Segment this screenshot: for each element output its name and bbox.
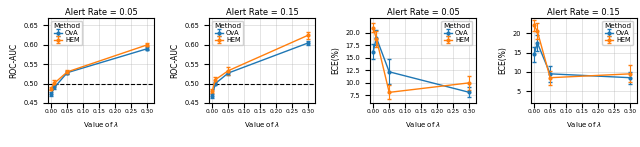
Title: Alert Rate = 0.15: Alert Rate = 0.15 (547, 8, 620, 17)
X-axis label: Value of $\lambda$: Value of $\lambda$ (404, 120, 441, 129)
Legend: OvA, HEM: OvA, HEM (51, 21, 83, 45)
Y-axis label: ECE(%): ECE(%) (331, 46, 340, 74)
X-axis label: Value of $\lambda$: Value of $\lambda$ (83, 120, 119, 129)
Title: Alert Rate = 0.05: Alert Rate = 0.05 (65, 8, 138, 17)
X-axis label: Value of $\lambda$: Value of $\lambda$ (244, 120, 280, 129)
Legend: OvA, HEM: OvA, HEM (602, 21, 634, 45)
Title: Alert Rate = 0.15: Alert Rate = 0.15 (225, 8, 298, 17)
Title: Alert Rate = 0.05: Alert Rate = 0.05 (387, 8, 460, 17)
Legend: OvA, HEM: OvA, HEM (442, 21, 472, 45)
Y-axis label: ROC-AUC: ROC-AUC (9, 43, 18, 78)
Y-axis label: ROC-AUC: ROC-AUC (170, 43, 179, 78)
Y-axis label: ECE(%): ECE(%) (498, 46, 507, 74)
Legend: OvA, HEM: OvA, HEM (212, 21, 243, 45)
X-axis label: Value of $\lambda$: Value of $\lambda$ (566, 120, 602, 129)
